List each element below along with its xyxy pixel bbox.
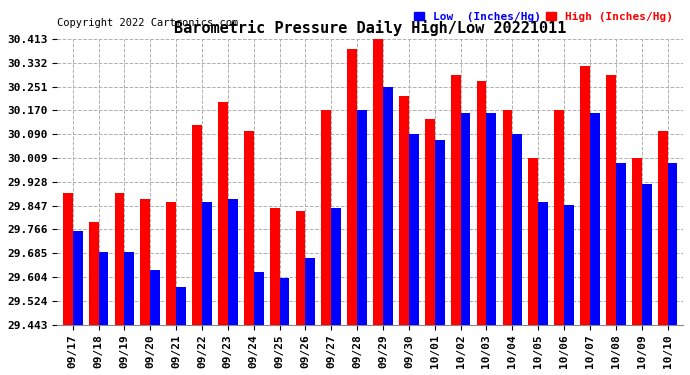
Bar (141, 199, 150, 325)
Bar (270, 208, 279, 325)
Bar (331, 208, 341, 325)
Bar (399, 96, 409, 325)
Bar (306, 258, 315, 325)
Bar (357, 111, 367, 325)
Bar (538, 202, 548, 325)
Bar (477, 81, 486, 325)
Bar (218, 102, 228, 325)
Text: Copyright 2022 Cartronics.com: Copyright 2022 Cartronics.com (57, 18, 239, 27)
Bar (193, 125, 202, 325)
Bar (150, 270, 160, 325)
Bar (244, 131, 254, 325)
Bar (279, 278, 289, 325)
Bar (254, 273, 264, 325)
Bar (615, 164, 626, 325)
Bar (425, 119, 435, 325)
Bar (554, 111, 564, 325)
Bar (667, 164, 678, 325)
Legend: Low  (Inches/Hg), High (Inches/Hg): Low (Inches/Hg), High (Inches/Hg) (409, 8, 678, 26)
Bar (580, 66, 590, 325)
Bar (347, 49, 357, 325)
Bar (295, 211, 306, 325)
Bar (373, 37, 383, 325)
Bar (166, 202, 176, 325)
Bar (63, 193, 72, 325)
Bar (409, 134, 419, 325)
Bar (202, 202, 212, 325)
Title: Barometric Pressure Daily High/Low 20221011: Barometric Pressure Daily High/Low 20221… (174, 20, 566, 36)
Bar (115, 193, 124, 325)
Bar (502, 111, 513, 325)
Bar (228, 199, 237, 325)
Bar (632, 158, 642, 325)
Bar (564, 205, 574, 325)
Bar (529, 158, 538, 325)
Bar (124, 252, 135, 325)
Bar (72, 231, 83, 325)
Bar (658, 131, 667, 325)
Bar (590, 113, 600, 325)
Bar (99, 252, 108, 325)
Bar (513, 134, 522, 325)
Bar (435, 140, 444, 325)
Bar (606, 75, 615, 325)
Bar (89, 222, 99, 325)
Bar (176, 287, 186, 325)
Bar (486, 113, 496, 325)
Bar (461, 113, 471, 325)
Bar (451, 75, 461, 325)
Bar (383, 87, 393, 325)
Bar (642, 184, 651, 325)
Bar (322, 111, 331, 325)
